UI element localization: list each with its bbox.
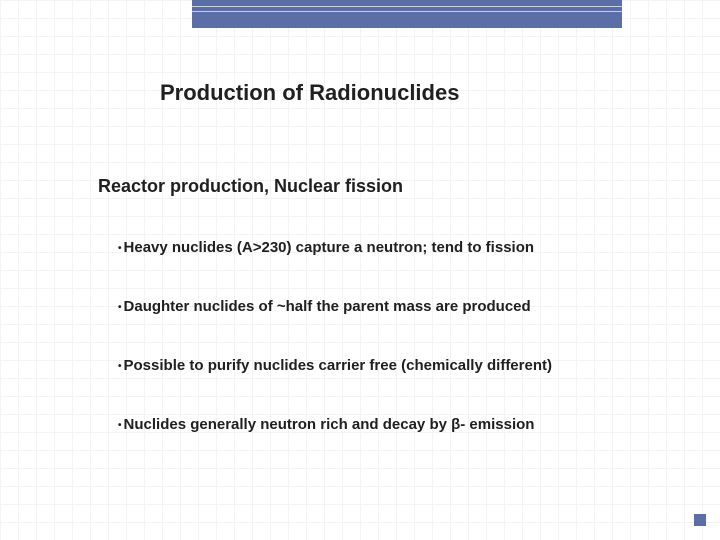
corner-accent-icon (694, 514, 706, 526)
list-item: •Possible to purify nuclides carrier fre… (118, 357, 720, 374)
list-item: •Daughter nuclides of ~half the parent m… (118, 298, 720, 315)
bullet-text: Heavy nuclides (A>230) capture a neutron… (124, 239, 535, 256)
bullet-text: Daughter nuclides of ~half the parent ma… (124, 298, 531, 315)
page-title: Production of Radionuclides (160, 80, 720, 106)
slide-content: Production of Radionuclides Reactor prod… (0, 0, 720, 433)
bullet-text: Nuclides generally neutron rich and deca… (124, 416, 535, 433)
bullet-dot-icon: • (118, 361, 122, 372)
bullet-dot-icon: • (118, 420, 122, 431)
bullet-list: •Heavy nuclides (A>230) capture a neutro… (118, 239, 720, 433)
bullet-dot-icon: • (118, 243, 122, 254)
bullet-text: Possible to purify nuclides carrier free… (124, 357, 552, 374)
list-item: •Nuclides generally neutron rich and dec… (118, 416, 720, 433)
bullet-dot-icon: • (118, 302, 122, 313)
section-subtitle: Reactor production, Nuclear fission (98, 176, 720, 197)
list-item: •Heavy nuclides (A>230) capture a neutro… (118, 239, 720, 256)
